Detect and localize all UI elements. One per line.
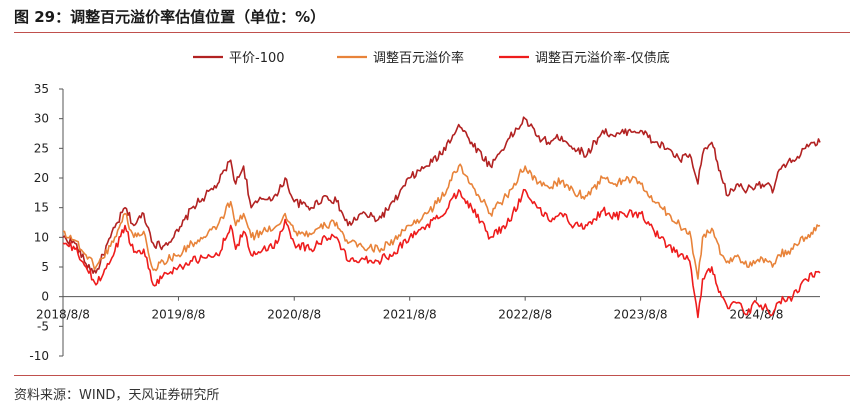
legend-label-1: 调整百元溢价率 bbox=[373, 50, 464, 66]
legend: 平价-100 调整百元溢价率 调整百元溢价率-仅债底 bbox=[193, 50, 670, 66]
axes: 35 30 25 20 15 10 5 0 -5 -10 2018/8/8 2019/8/8 2020/… bbox=[29, 82, 820, 363]
legend-label-2: 调整百元溢价率-仅债底 bbox=[535, 50, 670, 66]
series-line-2 bbox=[62, 188, 821, 319]
y-tick-label: -5 bbox=[37, 319, 49, 333]
y-tick-label: 30 bbox=[34, 112, 49, 126]
series-line-1 bbox=[63, 163, 821, 280]
y-tick-label: 10 bbox=[34, 230, 49, 244]
y-tick-label: 0 bbox=[41, 290, 49, 304]
title-divider bbox=[14, 32, 850, 33]
y-tick-label: 5 bbox=[41, 260, 49, 274]
x-tick-label: 2023/8/8 bbox=[614, 308, 668, 322]
x-tick-label: 2018/8/8 bbox=[36, 308, 90, 322]
x-tick-label: 2019/8/8 bbox=[152, 308, 206, 322]
y-tick-label: 25 bbox=[34, 141, 49, 155]
y-tick-label: 20 bbox=[34, 171, 49, 185]
x-tick-label: 2021/8/8 bbox=[383, 308, 437, 322]
y-tick-label: 35 bbox=[34, 82, 49, 96]
series-line-0 bbox=[62, 116, 821, 274]
series-group bbox=[62, 116, 821, 319]
y-tick-label: -10 bbox=[29, 349, 49, 363]
legend-label-0: 平价-100 bbox=[229, 51, 285, 66]
x-tick-label: 2022/8/8 bbox=[498, 308, 552, 322]
y-tick-label: 15 bbox=[34, 201, 49, 215]
source-note: 资料来源：WIND，天风证券研究所 bbox=[14, 388, 220, 403]
source-divider bbox=[14, 375, 850, 376]
x-tick-label: 2020/8/8 bbox=[267, 308, 321, 322]
chart-title: 图 29：调整百元溢价率估值位置（单位：%） bbox=[14, 8, 326, 26]
